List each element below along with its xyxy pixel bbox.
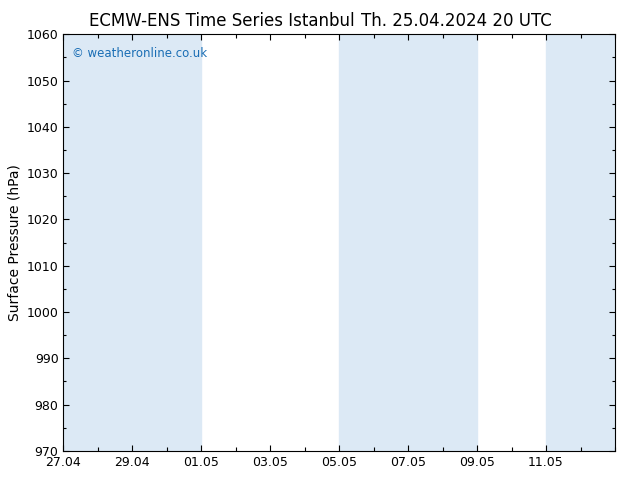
Bar	[63, 34, 133, 451]
Text: © weatheronline.co.uk: © weatheronline.co.uk	[72, 47, 207, 60]
Text: Th. 25.04.2024 20 UTC: Th. 25.04.2024 20 UTC	[361, 12, 552, 30]
Y-axis label: Surface Pressure (hPa): Surface Pressure (hPa)	[7, 164, 21, 321]
Text: ECMW-ENS Time Series Istanbul: ECMW-ENS Time Series Istanbul	[89, 12, 354, 30]
Bar	[408, 34, 477, 451]
Bar	[133, 34, 202, 451]
Bar	[339, 34, 408, 451]
Bar	[546, 34, 615, 451]
